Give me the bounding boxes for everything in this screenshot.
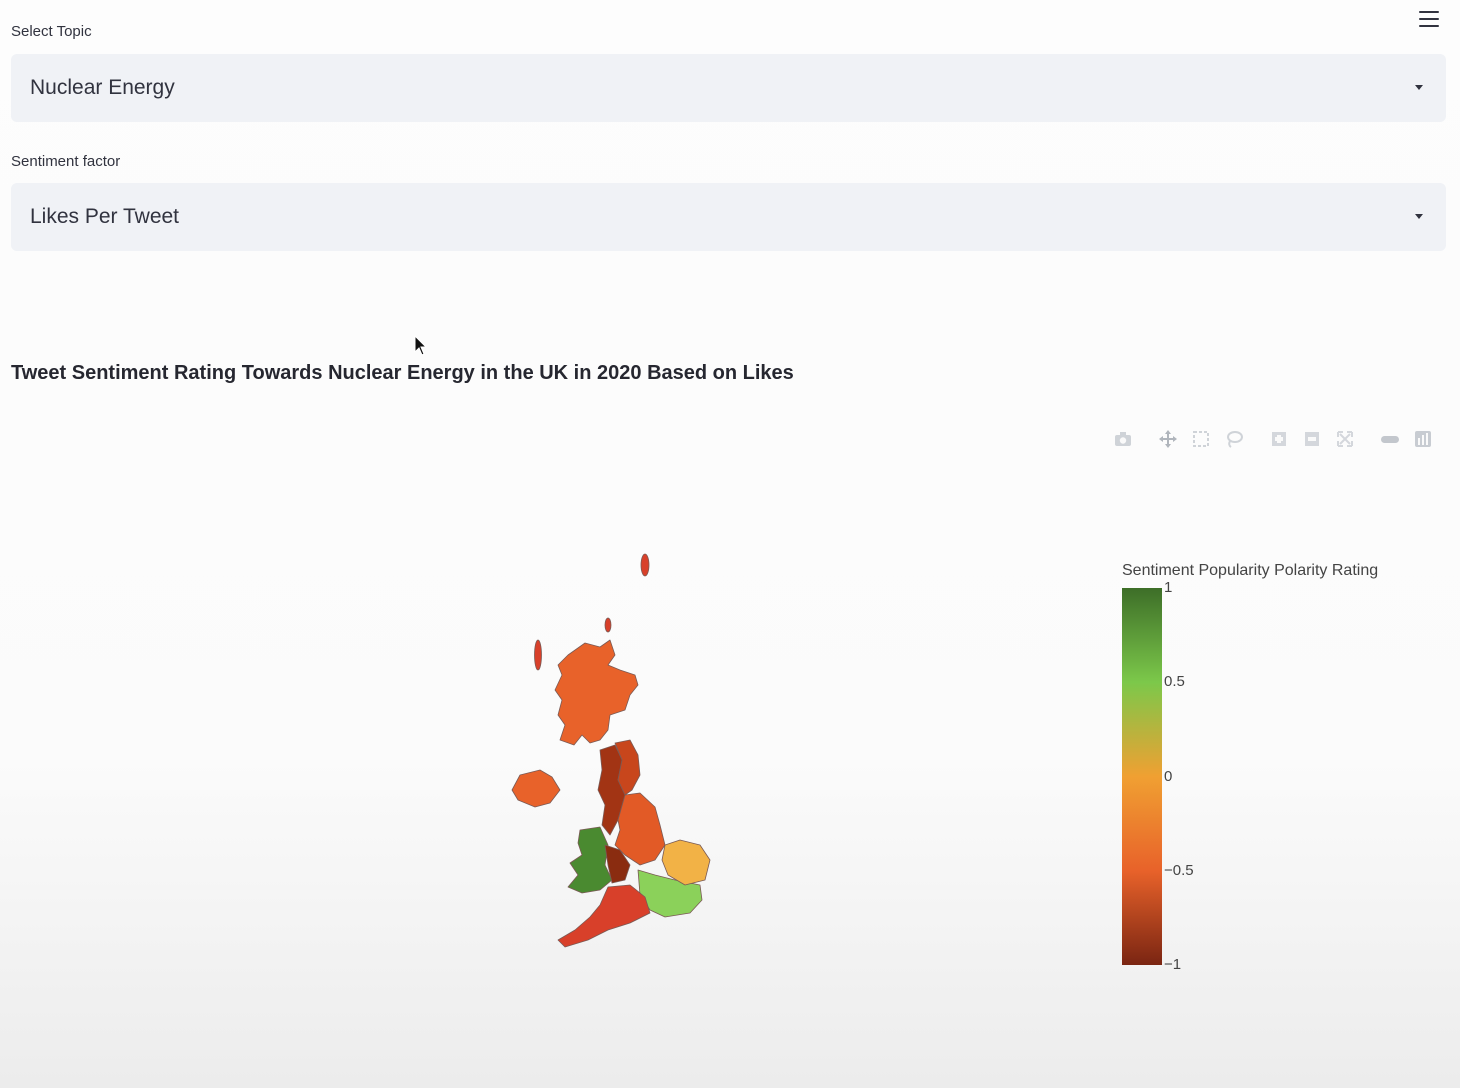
box-select-icon[interactable]	[1190, 428, 1212, 450]
zoom-in-icon[interactable]	[1268, 428, 1290, 450]
colorbar-title: Sentiment Popularity Polarity Rating	[1122, 562, 1379, 579]
map-region[interactable]	[557, 884, 651, 948]
camera-icon[interactable]	[1112, 428, 1134, 450]
map-region[interactable]	[614, 792, 666, 866]
topic-select-label: Select Topic	[11, 23, 92, 40]
lasso-select-icon[interactable]	[1223, 428, 1245, 450]
autoscale-icon[interactable]	[1334, 428, 1356, 450]
hamburger-menu-icon[interactable]	[1414, 6, 1444, 32]
map-region[interactable]	[554, 639, 639, 746]
topic-select[interactable]: Nuclear Energy	[11, 54, 1446, 122]
colorbar-tick-label: −0.5	[1164, 861, 1194, 879]
zoom-out-icon[interactable]	[1301, 428, 1323, 450]
sentiment-select-label: Sentiment factor	[11, 153, 121, 170]
uk-choropleth-map	[511, 553, 711, 948]
colorbar-tick-label: 1	[1164, 579, 1173, 596]
map-region[interactable]	[661, 839, 711, 886]
pan-icon[interactable]	[1157, 428, 1179, 450]
mouse-cursor-icon	[414, 335, 428, 356]
map-region-island[interactable]	[640, 553, 650, 577]
map-region[interactable]	[614, 739, 641, 796]
chart-modebar	[1112, 425, 1445, 453]
sentiment-select-value: Likes Per Tweet	[30, 205, 180, 228]
colorbar-tick-label: 0	[1164, 767, 1173, 785]
colorbar	[1122, 588, 1162, 965]
topic-select-value: Nuclear Energy	[30, 76, 175, 99]
map-region[interactable]	[567, 826, 613, 894]
sentiment-select[interactable]: Likes Per Tweet	[11, 183, 1446, 251]
map-region-island[interactable]	[604, 617, 612, 633]
colorbar-tick-label: −1	[1164, 956, 1182, 973]
map-region[interactable]	[604, 844, 631, 884]
chevron-down-icon	[1415, 85, 1423, 90]
plotly-logo-icon[interactable]	[1412, 428, 1434, 450]
reset-view-icon[interactable]	[1379, 428, 1401, 450]
map-region[interactable]	[511, 769, 561, 808]
map-region-island[interactable]	[534, 639, 542, 671]
chevron-down-icon	[1415, 214, 1423, 219]
chart-title: Tweet Sentiment Rating Towards Nuclear E…	[11, 362, 794, 384]
colorbar-tick-label: 0.5	[1164, 673, 1185, 691]
